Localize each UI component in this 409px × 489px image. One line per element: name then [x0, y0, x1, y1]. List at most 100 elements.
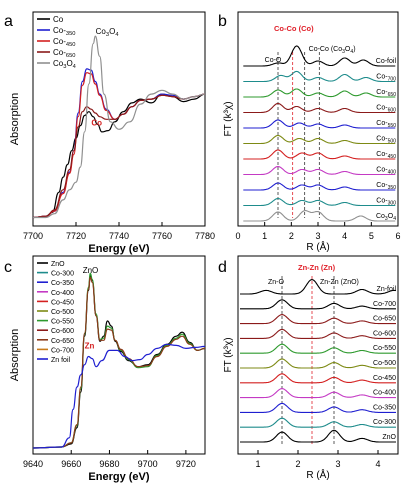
panel-b-xtick-label: 0: [235, 231, 240, 241]
panel-a-xtick-label: 7720: [66, 231, 86, 241]
panel-c-legend-label: Co-300: [51, 271, 74, 278]
panel-a-series-line: [33, 35, 206, 219]
panel-d-series-label: Co-350: [373, 404, 396, 411]
panel-b-series-line: [243, 210, 396, 222]
panel-b-annotation: Co-O: [265, 57, 282, 64]
panel-a-legend-label: Co-4​5​0​: [53, 37, 76, 48]
panel-d-series-line: [240, 417, 396, 428]
panel-d-series-label: Co-700: [373, 301, 396, 308]
panel-b-xlabel: R (Å): [306, 240, 329, 253]
panel-c-letter: c: [4, 259, 12, 276]
panel-d-ylabel: FT (k³χ): [223, 337, 234, 372]
panel-a-letter: a: [4, 13, 13, 30]
panel-b-annotation: Co-Co (Co): [274, 24, 314, 33]
panel-b-series-line: [243, 119, 396, 129]
panel-c-legend-label: Co-600: [51, 328, 74, 335]
panel-b-series-label: Co-6​5​0​: [376, 89, 396, 98]
panel-d-series-line: [240, 358, 396, 369]
panel-a-legend-label: Co: [53, 15, 64, 24]
panel-a-xtick-label: 7740: [109, 231, 129, 241]
panel-b-chart: Co-foil Co-7​0​0​ Co-6​5​0​ Co-6​0​0​ Co-5​5…: [223, 11, 401, 253]
panel-d-series-label: Co-500: [373, 360, 396, 367]
panel-b-letter: b: [218, 13, 227, 30]
panel-b-xtick-label: 6: [395, 231, 400, 241]
panel-d-series-label: Co-650: [373, 316, 396, 323]
panel-b-series-label: Co-4​5​0​: [376, 151, 396, 160]
panel-b-series-line: [243, 165, 396, 176]
panel-c-series-line: [32, 276, 206, 449]
panel-a-series-line: [32, 93, 206, 219]
panel-b-series-label: Co-5​5​0​: [376, 120, 396, 129]
panel-b-series-line: [243, 88, 396, 98]
panel-b-series-line: [243, 197, 396, 207]
panel-a-ylabel: Absorption: [9, 93, 21, 146]
panel-d-series-label: Co-300: [373, 419, 396, 426]
panel-b-frame: [237, 11, 399, 227]
panel-c-xtick-label: 9720: [176, 459, 196, 469]
panel-c-legend-label: Co-650: [51, 338, 74, 345]
panel-b-series-line: [243, 149, 396, 160]
panel-c-legend-label: Co-500: [51, 309, 74, 316]
panel-d-xtick-label: 2: [295, 459, 300, 469]
panel-a-xtick-label: 7780: [195, 231, 215, 241]
panel-c-xtick-label: 9700: [138, 459, 158, 469]
panel-a-legend-label: Co-3​5​0​: [53, 26, 76, 37]
panel-b-series-label: Co-5​0​0​: [376, 136, 396, 145]
panel-c-xtick-label: 9660: [61, 459, 81, 469]
panel-c-xtick-label: 9640: [23, 459, 43, 469]
panel-b-xtick-label: 2: [289, 231, 294, 241]
panel-c-chart: 9640 9660 9680 9700 9720 Energy (eV) Absorptio…: [9, 255, 206, 483]
panel-c-frame: [32, 255, 206, 455]
panel-d-annotation: Zn-O: [268, 279, 285, 286]
panel-d-annotation: Zn-Zn (ZnO): [320, 279, 359, 286]
panel-c-series-line: [32, 343, 206, 449]
panel-d-series-line: [240, 429, 396, 443]
panel-c-legend-label: Zn foil: [51, 357, 71, 364]
panel-d-series-label: Zn-foil: [377, 286, 397, 293]
panel-b-ylabel: FT (k³χ): [223, 101, 234, 136]
panel-c-legend-label: ZnO: [51, 261, 65, 268]
panel-c-xlabel: Energy (eV): [88, 471, 149, 483]
panel-d-series-line: [240, 314, 396, 325]
panel-d-letter: d: [218, 259, 227, 276]
panel-d-series-line: [240, 279, 397, 295]
panel-b-xtick-label: 1: [262, 231, 267, 241]
panel-c-ylabel: Absorption: [9, 329, 21, 382]
panel-d-xtick-label: 3: [335, 459, 340, 469]
panel-d-annotation: Zn-Zn (Zn): [298, 263, 336, 272]
panel-d-series-line: [240, 388, 396, 399]
panel-a-series-line: [32, 68, 206, 219]
panel-c-legend-label: Co-550: [51, 319, 74, 326]
panel-b-series-label: Co-3​5​0​: [376, 182, 396, 191]
panel-c-legend-label: Co-700: [51, 347, 74, 354]
panel-b-series-label: Co-6​0​0​: [376, 105, 396, 114]
panel-d-series-label: Co-550: [373, 345, 396, 352]
panel-b-xtick-label: 4: [342, 231, 347, 241]
panel-d-xtick-label: 1: [255, 459, 260, 469]
panel-c-legend-label: Co-450: [51, 299, 74, 306]
panel-b-series-label: Co-7​0​0​: [376, 74, 396, 83]
panel-d-series-line: [240, 402, 396, 413]
panel-d-series-line: [240, 328, 396, 339]
panel-b-xtick-label: 5: [369, 231, 374, 241]
panel-d-series-label: Co-400: [373, 390, 396, 397]
panel-c-series-line: [32, 272, 206, 449]
panel-a-chart: 7700 7720 7740 7760 7780 Energy (eV) Absorptio…: [9, 11, 215, 255]
panel-c-series-line: [32, 274, 206, 449]
panel-d-xlabel: R (Å): [306, 468, 329, 481]
panel-a-legend-label: Co-6​5​0​: [53, 48, 76, 59]
panel-a-annotation: Co: [91, 119, 102, 128]
panel-d-xtick-label: 4: [375, 459, 380, 469]
panel-b-series-label: Co3​O4​: [376, 213, 396, 222]
panel-c-legend-label: Co-350: [51, 280, 74, 287]
panel-b-series-label: Co-foil: [376, 58, 397, 65]
panel-b-series-label: Co-4​0​0​: [376, 167, 396, 176]
panel-a-annotation: Co3​O4​: [96, 27, 120, 38]
panel-d-series-label: Co-450: [373, 375, 396, 382]
panel-c-legend-label: Co-400: [51, 290, 74, 297]
panel-b-series-line: [243, 45, 396, 67]
panel-d-series-line: [240, 373, 396, 384]
panel-b-series-line: [243, 134, 396, 145]
panel-b-series-label: Co-3​0​0​: [376, 198, 396, 207]
